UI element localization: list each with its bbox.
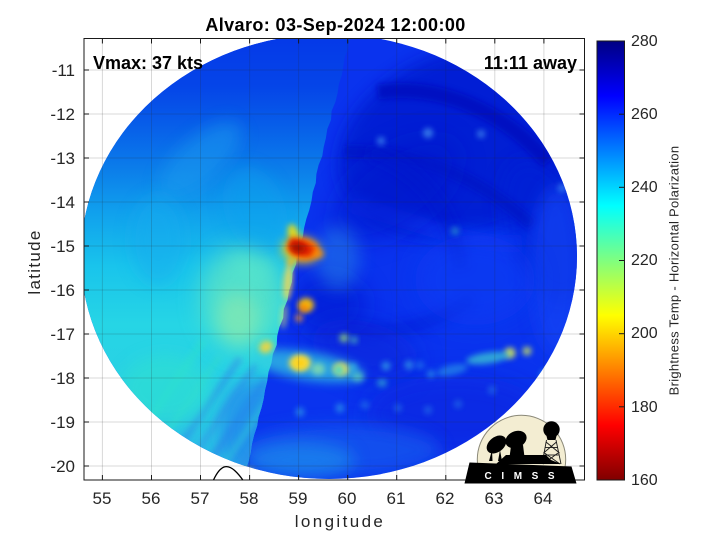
svg-text:CIMSS: CIMSS (485, 471, 565, 482)
